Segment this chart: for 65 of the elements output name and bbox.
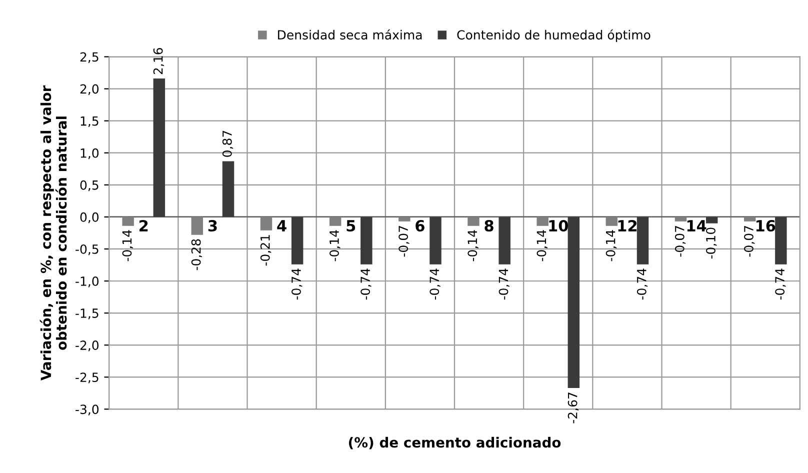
x-tick-label: 3 [208, 220, 217, 232]
data-label: 2,16 [153, 48, 164, 74]
y-tick-label: 2,5 [80, 52, 98, 63]
data-label: -2,67 [568, 392, 579, 424]
y-tick-label: -1,0 [76, 276, 99, 288]
x-tick-label: 4 [277, 220, 286, 232]
bar [191, 216, 204, 235]
data-label: -0,14 [122, 230, 133, 262]
x-axis-title: (%) de cemento adicionado [348, 436, 561, 450]
data-label: -0,74 [430, 268, 440, 300]
y-tick-label: -0,5 [76, 244, 98, 256]
bar [291, 216, 304, 264]
bar [744, 216, 756, 222]
bar [329, 216, 342, 226]
data-label: -0,74 [292, 268, 302, 300]
y-tick-label: 1,5 [80, 116, 98, 128]
y-axis-title: Variación, en %, con respecto al valor obtenido en condición natural [40, 85, 67, 381]
bar [636, 216, 649, 264]
data-label: -0,07 [674, 226, 686, 257]
data-label: 0,87 [222, 130, 234, 157]
x-tick-label: 12 [618, 220, 637, 232]
data-label: -0,14 [468, 230, 478, 262]
data-label: -0,14 [536, 230, 548, 262]
x-tick-label: 2 [140, 220, 148, 232]
data-label: -0,74 [360, 268, 372, 300]
y-tick-label: 1,0 [80, 148, 99, 160]
data-label: -0,74 [498, 268, 510, 300]
y-tick-label: 0,5 [80, 180, 98, 192]
bar [606, 216, 618, 226]
data-label: -0,21 [260, 235, 272, 266]
bar [430, 216, 442, 264]
data-label: -0,14 [606, 230, 617, 262]
bar [360, 216, 372, 264]
x-tick-label: 14 [687, 220, 706, 232]
x-tick-label: 6 [416, 220, 424, 232]
bar [706, 216, 718, 224]
bar [222, 161, 234, 217]
data-label: -0,10 [706, 228, 717, 259]
bar [536, 216, 548, 226]
bar [122, 216, 134, 226]
y-tick-label: 2,0 [80, 84, 99, 95]
bar [153, 78, 166, 217]
bar [568, 216, 580, 388]
bar [775, 216, 787, 264]
data-label: -0,07 [398, 226, 410, 257]
y-tick-label: -2,0 [76, 340, 99, 352]
bar [260, 216, 272, 230]
y-tick-label: -3,0 [76, 404, 99, 416]
bar [468, 216, 480, 226]
legend-label: Contenido de humedad óptimo [457, 29, 650, 42]
data-label: -0,14 [330, 230, 340, 262]
data-label: -0,74 [775, 268, 786, 300]
bar [398, 216, 410, 222]
data-label: -0,28 [191, 239, 202, 270]
y-tick-label: -1,5 [76, 308, 98, 320]
bar [674, 216, 687, 222]
x-tick-label: 5 [346, 220, 356, 232]
data-label: -0,74 [636, 268, 648, 300]
x-tick-label: 8 [484, 220, 494, 232]
y-tick-label: 0,0 [80, 212, 99, 224]
x-tick-label: 10 [549, 220, 568, 232]
bar [498, 216, 510, 264]
data-label: -0,07 [744, 226, 755, 257]
legend-label: Densidad seca máxima [278, 29, 422, 40]
y-tick-label: -2,5 [76, 372, 98, 384]
